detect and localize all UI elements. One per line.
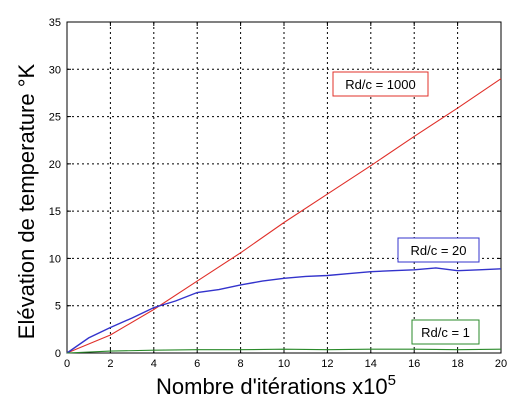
annotation-2: Rd/c = 20 bbox=[397, 237, 480, 263]
annotation-label: Rd/c = 1 bbox=[421, 325, 470, 340]
annotation-label: Rd/c = 1000 bbox=[345, 77, 415, 92]
annotation-box bbox=[397, 237, 480, 263]
y-axis-title: Elévation de temperature °K bbox=[14, 63, 39, 339]
x-tick-label: 2 bbox=[107, 358, 113, 370]
x-tick-label: 20 bbox=[495, 358, 507, 370]
x-axis-title: Nombre d'itérations x105 bbox=[156, 372, 396, 399]
y-tick-label: 0 bbox=[55, 348, 61, 360]
x-axis-title-text: Nombre d'itérations x10 bbox=[156, 374, 388, 399]
tick-labels: 0 2 4 6 8 10 12 14 16 18 20 0 5 10 15 20 25 30 35 bbox=[49, 17, 507, 370]
series-lines bbox=[66, 78, 502, 354]
annotation-box bbox=[332, 71, 429, 97]
x-tick-label: 10 bbox=[278, 358, 290, 370]
annotation-3: Rd/c = 1 bbox=[411, 319, 480, 345]
y-tick-label: 15 bbox=[49, 206, 61, 218]
annotation-label: Rd/c = 20 bbox=[410, 243, 466, 258]
y-tick-label: 20 bbox=[49, 159, 61, 171]
y-tick-label: 5 bbox=[55, 301, 61, 313]
y-tick-label: 30 bbox=[49, 64, 61, 76]
x-tick-label: 6 bbox=[194, 358, 200, 370]
x-axis-title-exponent: 5 bbox=[388, 372, 396, 389]
y-tick-label: 35 bbox=[49, 17, 61, 29]
y-tick-label: 25 bbox=[49, 112, 61, 124]
x-tick-label: 18 bbox=[451, 358, 463, 370]
series-line-2 bbox=[66, 267, 502, 354]
series-line-1 bbox=[66, 78, 502, 354]
annotation-box bbox=[411, 319, 480, 345]
annotation-1: Rd/c = 1000 bbox=[332, 71, 429, 97]
y-tick-label: 10 bbox=[49, 253, 61, 265]
x-tick-label: 12 bbox=[321, 358, 333, 370]
x-tick-label: 0 bbox=[64, 358, 70, 370]
series-annotations: Rd/c = 1000 Rd/c = 20 Rd/c = 1 bbox=[332, 71, 480, 345]
x-tick-label: 14 bbox=[365, 358, 377, 370]
x-tick-label: 8 bbox=[238, 358, 244, 370]
x-tick-label: 4 bbox=[151, 358, 157, 370]
series-line-3 bbox=[66, 348, 502, 354]
x-tick-label: 16 bbox=[408, 358, 420, 370]
